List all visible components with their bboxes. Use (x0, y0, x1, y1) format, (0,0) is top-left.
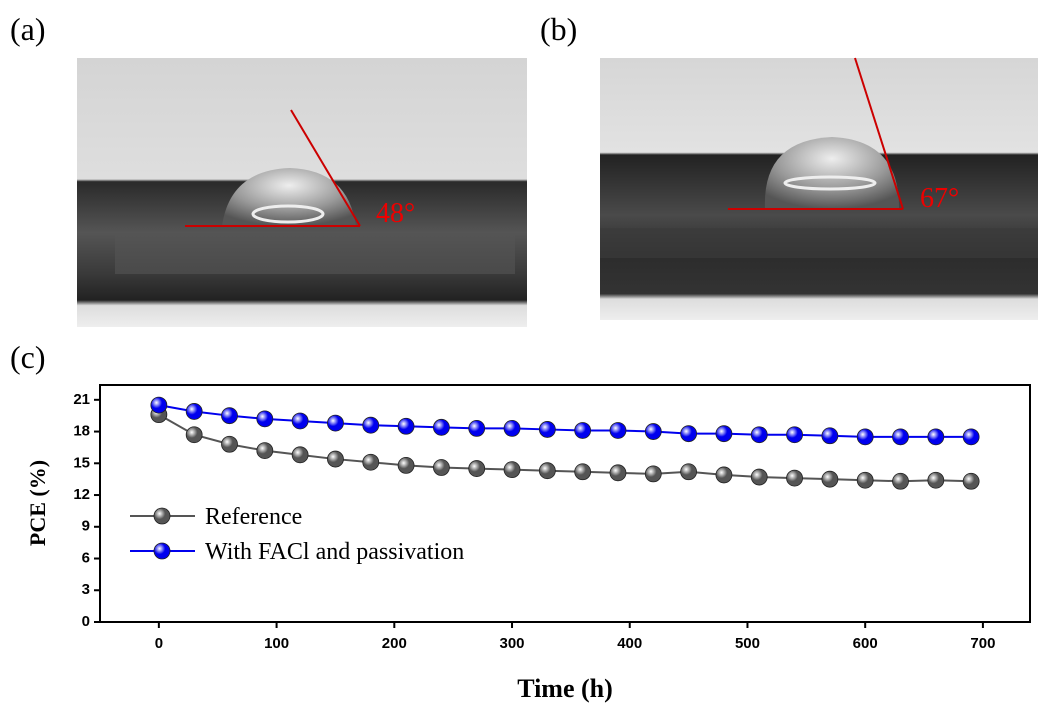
data-point (397, 457, 415, 474)
data-point (821, 427, 839, 445)
panel-label: (c) (10, 339, 46, 375)
photo-b (600, 57, 1038, 320)
x-tick-label: 0 (155, 635, 163, 652)
data-point (574, 463, 592, 481)
data-point (680, 425, 698, 443)
y-tick-label: 21 (73, 391, 90, 408)
photo-a (77, 58, 527, 327)
x-tick-label: 600 (853, 635, 878, 652)
data-point (715, 425, 733, 443)
x-tick-label: 700 (970, 635, 995, 652)
x-tick-label: 500 (735, 635, 760, 652)
data-point (221, 435, 238, 453)
data-point (821, 470, 839, 488)
data-point (468, 419, 486, 437)
y-tick-label: 9 (82, 518, 90, 535)
data-point (468, 460, 486, 477)
data-point (892, 472, 909, 490)
data-point (362, 416, 380, 434)
data-point (538, 462, 556, 480)
data-point (927, 471, 945, 489)
data-point (150, 396, 168, 414)
y-tick-label: 3 (82, 581, 90, 598)
data-point (221, 407, 238, 425)
legend-marker (153, 507, 171, 525)
panel-label: (b) (540, 11, 577, 47)
data-point (680, 463, 698, 481)
data-point (185, 403, 203, 420)
data-point (856, 471, 874, 489)
data-point (750, 426, 768, 444)
series-line (158, 413, 972, 483)
x-tick-label: 100 (264, 635, 289, 652)
x-tick-label: 400 (617, 635, 642, 652)
y-tick-label: 12 (73, 486, 90, 503)
data-point (892, 428, 909, 446)
data-point (503, 419, 521, 437)
x-tick-label: 300 (500, 635, 525, 652)
data-point (962, 428, 980, 446)
data-point (185, 426, 203, 444)
data-point (503, 461, 521, 479)
data-point (397, 417, 415, 435)
data-point (962, 472, 980, 490)
data-point (715, 466, 733, 484)
data-point (256, 442, 274, 459)
data-point (327, 450, 344, 468)
data-point (538, 421, 556, 438)
plot-frame (99, 384, 1031, 623)
data-point (927, 428, 945, 446)
x-axis-label: Time (h) (517, 674, 613, 703)
data-point (786, 426, 803, 444)
y-axis-label: PCE (%) (25, 460, 50, 546)
legend-marker (153, 542, 171, 560)
data-point (609, 464, 627, 482)
data-point (327, 414, 344, 432)
data-point (256, 410, 274, 428)
y-tick-label: 15 (73, 454, 90, 471)
angle-label: 67° (920, 183, 959, 214)
data-point (432, 459, 450, 476)
y-tick-label: 0 (82, 613, 90, 630)
legend-label: Reference (205, 504, 302, 530)
data-point (644, 465, 662, 483)
data-point (362, 453, 380, 471)
data-point (291, 446, 309, 464)
data-point (856, 428, 874, 446)
legend-label: With FACl and passivation (205, 539, 464, 565)
series-line (158, 404, 972, 438)
y-tick-label: 6 (82, 549, 90, 566)
data-point (609, 422, 627, 439)
data-point (786, 469, 803, 487)
y-tick-label: 18 (73, 423, 90, 440)
angle-label: 48° (376, 198, 415, 229)
panel-label: (a) (10, 11, 46, 47)
data-point (574, 422, 592, 439)
data-point (644, 423, 662, 440)
data-point (291, 412, 309, 430)
x-tick-label: 200 (382, 635, 407, 652)
data-point (750, 468, 768, 486)
data-point (432, 418, 450, 436)
